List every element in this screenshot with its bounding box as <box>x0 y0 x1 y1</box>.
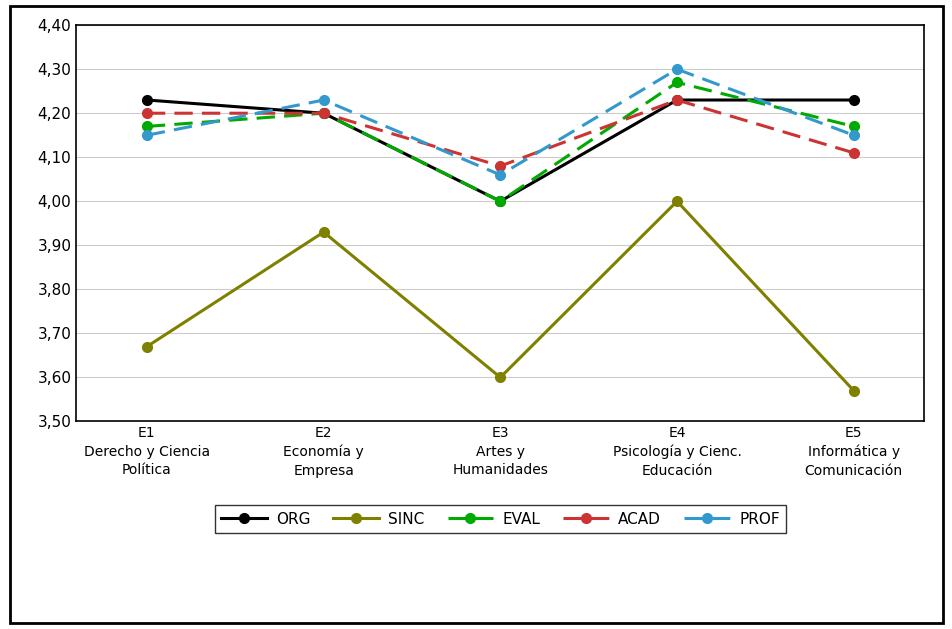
Legend: ORG, SINC, EVAL, ACAD, PROF: ORG, SINC, EVAL, ACAD, PROF <box>214 506 785 533</box>
